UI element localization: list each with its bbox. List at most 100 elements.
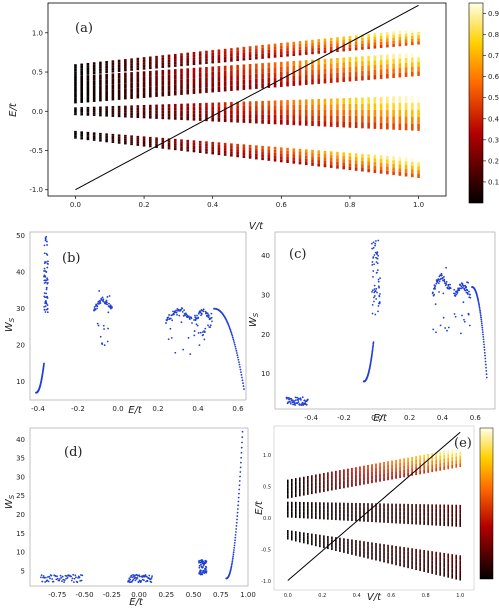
data-point [230,563,233,566]
data-point [435,282,438,285]
data-point [207,324,209,327]
data-point [167,316,170,319]
data-point [468,290,470,293]
data-point [50,574,53,577]
data-point [188,315,190,318]
data-point [234,533,237,536]
data-point [198,564,201,567]
x-tick-label: 1.0 [413,201,424,209]
data-point [482,333,484,336]
data-point [45,261,47,263]
data-point [241,441,243,444]
data-point [297,401,300,403]
data-point [184,314,186,317]
data-point [376,291,378,294]
x-tick-label: 0.25 [158,591,174,599]
data-point [46,277,49,280]
data-point [102,324,105,327]
data-point [301,396,304,399]
data-point [228,327,231,330]
data-point [233,549,235,551]
data-point [377,310,379,313]
data-point [462,301,465,304]
data-point [372,256,375,258]
y-tick-label: 20 [16,511,25,519]
data-point [297,399,299,401]
data-point [374,244,376,247]
data-point [231,560,234,563]
data-point [294,399,297,402]
data-point [238,363,241,366]
data-point [204,310,207,313]
x-tick-label: 0.0 [284,593,292,599]
data-point [375,271,378,274]
data-point [202,334,205,336]
data-point [102,298,105,301]
data-point [202,308,205,311]
data-point [47,263,49,265]
data-point [209,324,212,327]
data-point [101,343,104,345]
data-point [376,253,379,255]
data-point [97,303,100,305]
data-point [77,576,80,579]
data-point [230,565,233,568]
data-point [44,576,47,579]
y-tick-label: 10 [16,378,25,386]
data-point [47,260,49,263]
data-point [379,293,381,295]
y-tick-label: 40 [16,269,25,277]
data-point [232,340,235,342]
data-point [146,580,149,583]
data-point [239,471,242,473]
colorbar-tick-label: 0.9 [488,10,499,18]
data-point [374,290,377,292]
data-point [42,576,44,579]
data-point [205,560,208,563]
data-point [70,579,73,582]
data-point [237,358,240,361]
data-point [144,574,147,576]
data-point [46,254,49,256]
data-point [481,331,484,334]
data-point [241,436,244,439]
data-point [371,312,374,315]
data-point [105,301,108,304]
data-point [237,500,240,503]
data-point [58,579,61,582]
data-point [371,247,374,250]
data-point [305,403,308,406]
data-point [288,398,290,401]
data-point [132,575,135,578]
panel-c-xlabel: E/t [373,413,388,424]
data-point [460,332,462,335]
data-point [44,305,47,308]
x-tick-label: 0.4 [207,201,219,209]
data-point [377,278,380,281]
data-point [73,577,76,580]
data-point [230,331,233,334]
data-point [236,518,238,521]
data-point [478,308,481,310]
data-point [43,576,46,579]
data-point [240,371,242,374]
data-point [298,404,301,406]
data-point [202,310,205,313]
data-point [205,571,208,574]
data-point [372,342,375,345]
data-point [171,319,174,322]
data-point [47,580,50,583]
data-point [375,261,378,263]
data-point [44,581,47,583]
data-point [44,296,46,299]
data-point [47,576,49,578]
data-point [478,305,481,307]
data-point [56,575,58,578]
data-point [206,312,209,315]
x-tick-label: 0.0 [112,405,123,413]
y-tick-label: 10 [261,370,270,378]
y-tick-label: 0.0 [263,516,271,522]
panel-c-ylabel: WS [248,312,260,327]
data-point [443,278,446,281]
data-point [377,280,380,283]
